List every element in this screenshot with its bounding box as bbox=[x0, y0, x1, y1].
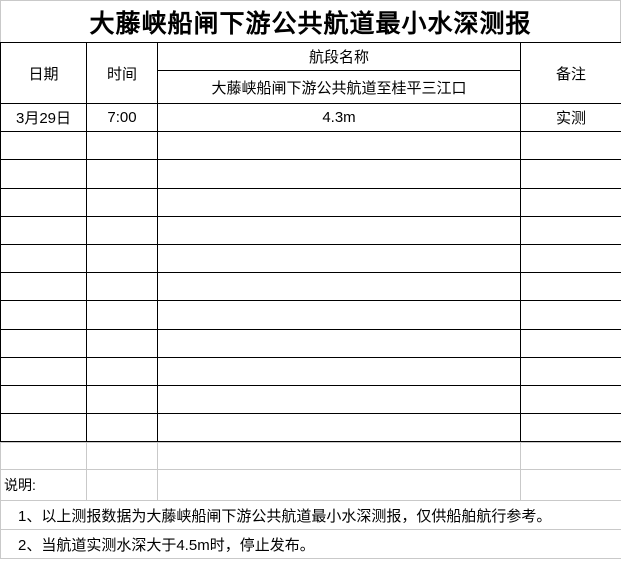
cell-depth bbox=[157, 384, 521, 415]
cell-depth bbox=[157, 131, 521, 161]
header-remark: 备注 bbox=[520, 42, 621, 104]
cell-date bbox=[0, 215, 87, 245]
header-segment-name: 航段名称 bbox=[157, 42, 521, 71]
cell-time bbox=[86, 328, 158, 358]
table-row bbox=[0, 215, 621, 245]
cell-remark bbox=[520, 413, 621, 443]
cell-remark bbox=[520, 131, 621, 161]
cell-remark bbox=[520, 187, 621, 217]
report-title: 大藤峡船闸下游公共航道最小水深测报 bbox=[0, 0, 621, 42]
cell-remark bbox=[520, 300, 621, 330]
cell-remark bbox=[520, 384, 621, 415]
note-row: 2、当航道实测水深大于4.5m时，停止发布。 bbox=[0, 529, 621, 560]
table-row bbox=[0, 356, 621, 386]
cell-depth bbox=[157, 215, 521, 245]
cell-time: 7:00 bbox=[86, 102, 158, 133]
header-date: 日期 bbox=[0, 42, 87, 104]
table-row bbox=[0, 272, 621, 302]
cell-depth bbox=[157, 159, 521, 189]
cell-depth bbox=[157, 413, 521, 443]
cell-time bbox=[86, 187, 158, 217]
cell-depth: 4.3m bbox=[157, 102, 521, 133]
cell-depth bbox=[157, 272, 521, 302]
cell-date bbox=[0, 243, 87, 274]
table-row bbox=[0, 243, 621, 274]
cell-date bbox=[0, 187, 87, 217]
cell-time bbox=[86, 300, 158, 330]
cell-depth bbox=[157, 328, 521, 358]
cell-date bbox=[0, 300, 87, 330]
cell-date: 3月29日 bbox=[0, 102, 87, 133]
note-item-2: 2、当航道实测水深大于4.5m时，停止发布。 bbox=[0, 529, 621, 560]
notes-section: 说明: 1、以上测报数据为大藤峡船闸下游公共航道最小水深测报，仅供船舶航行参考。… bbox=[0, 442, 621, 560]
table-row: 3月29日 7:00 4.3m 实测 bbox=[0, 102, 621, 133]
table-row bbox=[0, 159, 621, 189]
cell-date bbox=[0, 356, 87, 386]
header-segment-route: 大藤峡船闸下游公共航道至桂平三江口 bbox=[157, 70, 521, 104]
cell-time bbox=[86, 272, 158, 302]
cell-depth bbox=[157, 187, 521, 217]
note-item-1: 1、以上测报数据为大藤峡船闸下游公共航道最小水深测报，仅供船舶航行参考。 bbox=[0, 500, 621, 531]
empty-gray-row bbox=[0, 442, 621, 471]
note-row: 1、以上测报数据为大藤峡船闸下游公共航道最小水深测报，仅供船舶航行参考。 bbox=[0, 500, 621, 531]
cell-remark bbox=[520, 328, 621, 358]
cell-date bbox=[0, 413, 87, 443]
cell-date bbox=[0, 272, 87, 302]
cell-depth bbox=[157, 300, 521, 330]
header-time: 时间 bbox=[86, 42, 158, 104]
cell-remark bbox=[520, 215, 621, 245]
cell-time bbox=[86, 131, 158, 161]
table-row bbox=[0, 384, 621, 415]
cell-depth bbox=[157, 243, 521, 274]
cell-time bbox=[86, 413, 158, 443]
cell-date bbox=[0, 384, 87, 415]
notes-label: 说明: bbox=[0, 469, 87, 502]
table-row bbox=[0, 131, 621, 161]
table-row bbox=[0, 187, 621, 217]
cell-time bbox=[86, 215, 158, 245]
cell-remark bbox=[520, 243, 621, 274]
cell-time bbox=[86, 243, 158, 274]
table-row bbox=[0, 328, 621, 358]
cell-remark bbox=[520, 272, 621, 302]
depth-report-table: 日期 时间 航段名称 备注 大藤峡船闸下游公共航道至桂平三江口 3月29日 7:… bbox=[0, 42, 621, 443]
cell-remark bbox=[520, 356, 621, 386]
cell-depth bbox=[157, 356, 521, 386]
cell-time bbox=[86, 384, 158, 415]
cell-time bbox=[86, 356, 158, 386]
notes-label-row: 说明: bbox=[0, 469, 621, 502]
cell-remark: 实测 bbox=[520, 102, 621, 133]
cell-date bbox=[0, 328, 87, 358]
cell-time bbox=[86, 159, 158, 189]
table-row bbox=[0, 413, 621, 443]
cell-remark bbox=[520, 159, 621, 189]
cell-date bbox=[0, 159, 87, 189]
table-row bbox=[0, 300, 621, 330]
cell-date bbox=[0, 131, 87, 161]
